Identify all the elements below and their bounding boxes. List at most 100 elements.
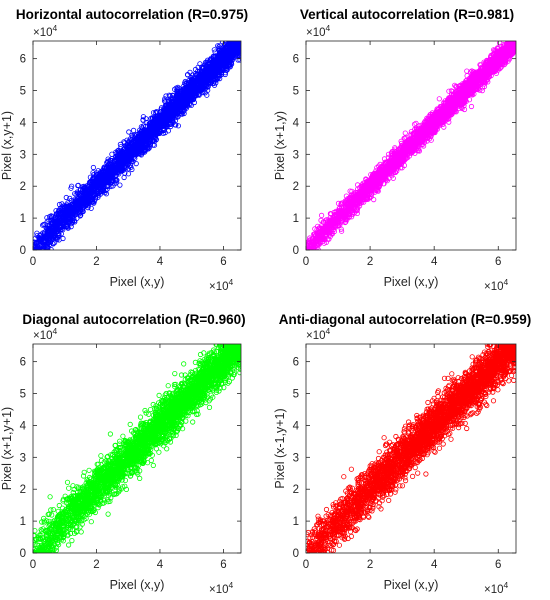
data-point: [204, 92, 210, 98]
data-point: [479, 88, 485, 94]
data-point: [103, 191, 110, 197]
data-point: [52, 223, 58, 229]
data-point: [229, 44, 235, 50]
data-point: [88, 189, 95, 195]
data-point: [468, 103, 475, 110]
data-point: [172, 110, 178, 116]
data-point: [446, 88, 452, 94]
data-point: [129, 132, 135, 139]
data-point: [211, 47, 217, 53]
data-point: [112, 164, 118, 170]
data-point: [121, 146, 128, 152]
data-point: [117, 141, 124, 147]
data-point: [215, 70, 221, 76]
data-point: [53, 215, 59, 221]
data-point: [91, 189, 97, 195]
data-point: [203, 79, 209, 85]
data-point: [144, 119, 150, 126]
x-tick-label: 4: [157, 256, 164, 268]
data-point: [54, 216, 60, 222]
data-point: [221, 52, 227, 58]
data-point: [89, 177, 96, 183]
data-point: [45, 229, 51, 235]
data-point: [33, 241, 40, 247]
data-point: [67, 195, 73, 201]
data-point: [91, 171, 97, 178]
data-point: [80, 190, 87, 196]
data-point: [75, 183, 81, 189]
data-point: [214, 76, 221, 82]
data-point: [92, 194, 99, 200]
data-point: [38, 235, 45, 241]
data-point: [140, 136, 146, 142]
data-point: [63, 194, 69, 201]
data-point: [77, 187, 84, 193]
data-point: [170, 117, 176, 124]
data-point: [121, 174, 127, 181]
data-point: [95, 168, 101, 174]
data-point: [189, 92, 195, 98]
data-point: [232, 41, 238, 45]
data-point: [162, 96, 168, 102]
data-point: [183, 85, 189, 91]
data-point: [129, 147, 135, 153]
data-point: [139, 150, 145, 156]
data-point: [181, 85, 187, 91]
data-point: [163, 93, 169, 99]
data-point: [68, 224, 74, 230]
data-point: [237, 41, 241, 45]
data-point: [160, 120, 166, 126]
data-point: [77, 213, 83, 219]
x-tick-label: 2: [93, 256, 99, 268]
data-point: [236, 46, 241, 52]
data-point: [104, 160, 110, 166]
data-point: [53, 208, 59, 214]
data-point: [185, 80, 191, 86]
data-point: [202, 59, 208, 66]
data-point: [56, 232, 62, 238]
data-point: [44, 223, 51, 229]
data-point: [125, 171, 132, 177]
data-point: [93, 172, 100, 178]
data-point: [235, 57, 241, 63]
data-point: [205, 87, 211, 93]
data-point: [207, 67, 213, 73]
data-point: [193, 71, 199, 77]
y-tick-label: 1: [20, 213, 26, 225]
data-point: [61, 218, 68, 224]
data-point: [216, 58, 222, 65]
data-point: [59, 201, 65, 207]
data-point: [148, 132, 154, 138]
data-point: [139, 135, 145, 142]
data-point: [213, 53, 219, 59]
data-point: [67, 211, 74, 217]
data-point: [104, 167, 110, 173]
data-point: [113, 149, 119, 155]
x-axis-label: Pixel (x,y): [110, 275, 165, 289]
data-point: [151, 120, 157, 126]
data-point: [210, 60, 217, 66]
data-point: [202, 72, 208, 79]
data-point: [125, 162, 131, 168]
data-point: [73, 199, 79, 205]
data-point: [134, 134, 140, 140]
data-point: [185, 95, 191, 102]
data-point: [49, 220, 55, 227]
data-point: [163, 109, 169, 116]
data-point: [119, 165, 125, 172]
data-point: [157, 115, 164, 122]
data-point: [126, 138, 132, 144]
data-point: [65, 214, 71, 220]
data-point: [69, 218, 75, 224]
data-point: [180, 97, 186, 103]
data-point: [43, 235, 49, 242]
data-point: [216, 71, 222, 77]
data-point: [229, 61, 235, 67]
data-point: [110, 183, 116, 189]
data-point: [191, 99, 197, 106]
data-point: [108, 164, 114, 170]
data-point: [199, 87, 205, 93]
x-tick-label: 6: [220, 256, 226, 268]
data-point: [196, 92, 202, 98]
data-point: [174, 98, 180, 104]
